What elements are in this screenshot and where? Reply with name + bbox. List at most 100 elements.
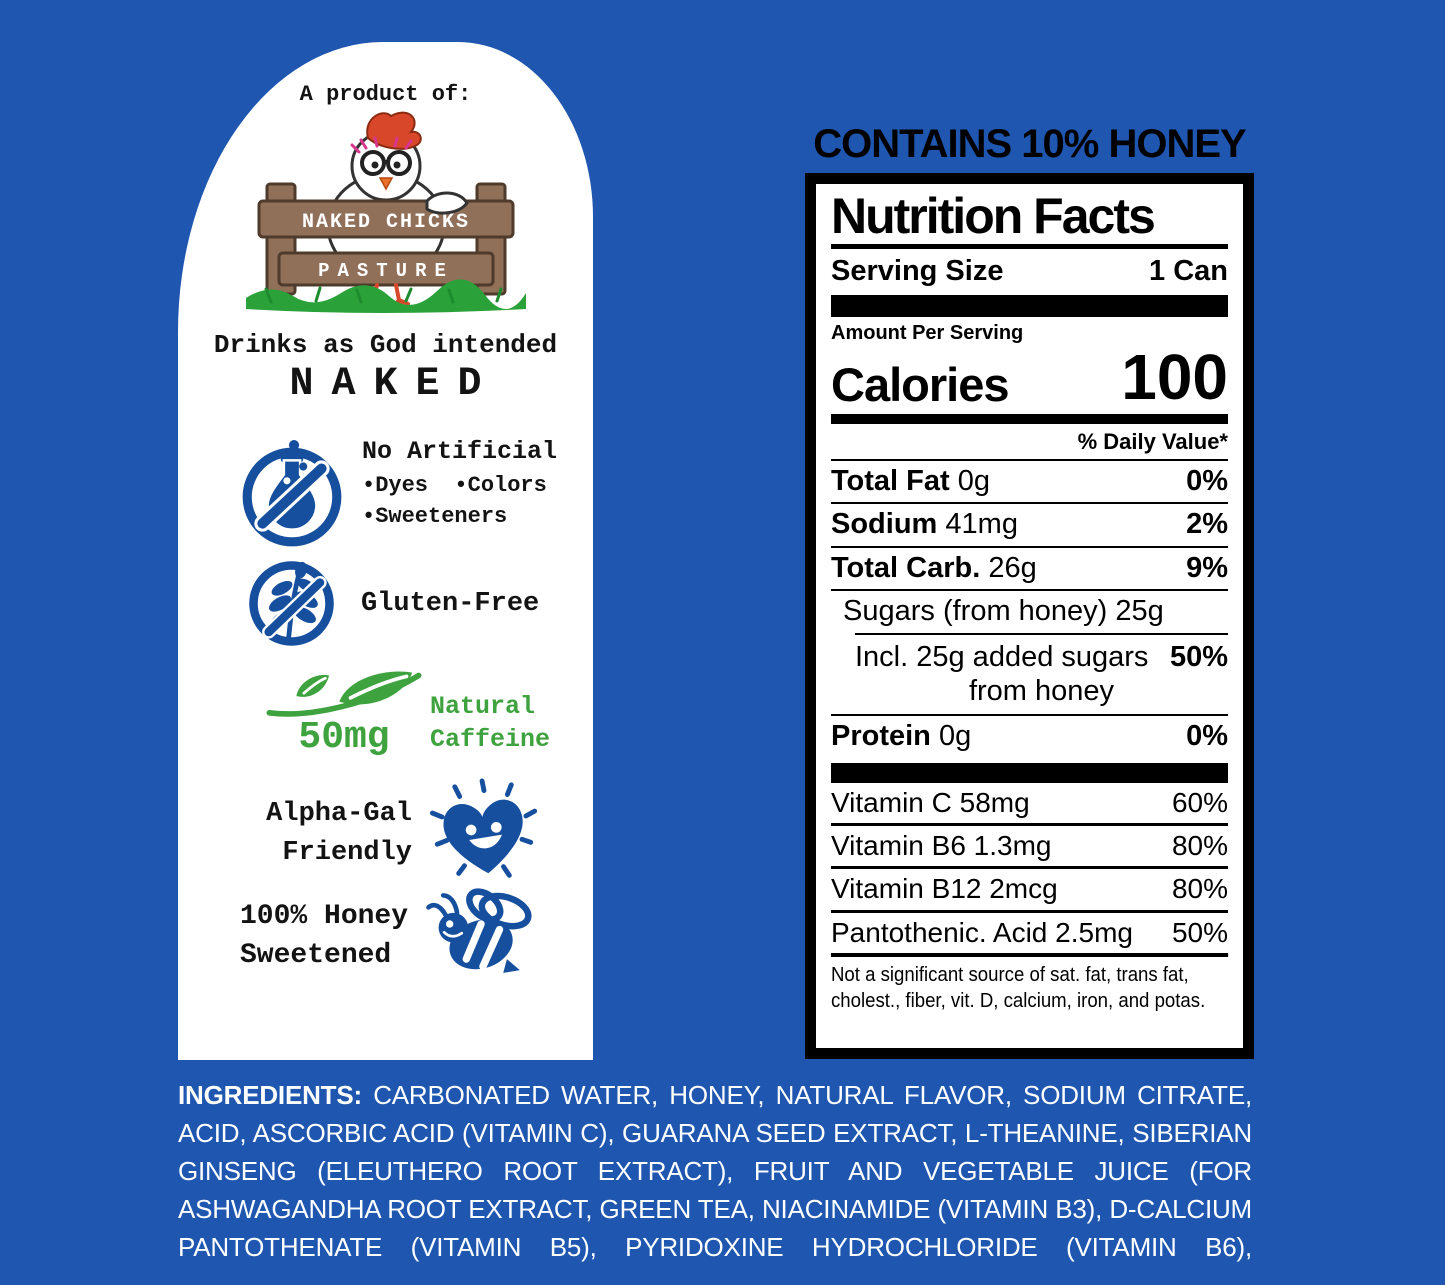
protein-row: Protein 0g 0% — [831, 714, 1228, 757]
chicken-beak — [378, 177, 393, 191]
serving-size-row: Serving Size 1 Can — [831, 249, 1228, 295]
serving-size-label: Serving Size — [831, 255, 1004, 287]
caffeine-word-natural: Natural — [430, 692, 536, 721]
nutrition-facts-title: Nutrition Facts — [831, 190, 1228, 249]
brand-name: NAKED — [289, 362, 500, 407]
amount-per-serving-label: Amount Per Serving — [831, 322, 1024, 344]
chicken-comb — [365, 111, 422, 150]
total-carb-row: Total Carb. 26g 9% — [831, 545, 1228, 589]
pupil-right — [393, 161, 400, 169]
ingredients-label: INGREDIENTS: — [178, 1080, 362, 1110]
vitamin-c-text: Vitamin C 58mg — [831, 786, 1030, 818]
gluten-free-wheat-icon — [249, 561, 334, 646]
serving-size-value: 1 Can — [1149, 255, 1228, 287]
vitamin-b12-dv: 80% — [1171, 873, 1228, 905]
sodium-dv: 2% — [1186, 508, 1228, 541]
no-artificial-flask-icon — [242, 440, 342, 547]
alpha-gal-line1: Alpha-Gal — [266, 799, 412, 829]
added-sugars-from-honey: from honey — [968, 675, 1115, 708]
no-artificial-items-1: •Dyes •Colors — [362, 473, 547, 498]
vitamin-b12-row: Vitamin B12 2mcg 80% — [831, 866, 1228, 909]
nutrition-facts-panel: Nutrition Facts Serving Size 1 Can Amoun… — [805, 173, 1254, 1059]
vitamin-b6-dv: 80% — [1171, 829, 1228, 861]
badge-natural-caffeine: 50mg Natural Caffeine — [264, 668, 550, 758]
ingredients-line-3: GINSENG (ELEUTHERO ROOT EXTRACT), FRUIT … — [178, 1156, 1252, 1186]
naked-chicks-pasture-logo: NAKED CHICKS PASTURE — [231, 106, 541, 319]
total-carb-label: Total Carb. — [831, 551, 981, 584]
ingredients-line-4: ASHWAGANDHA ROOT EXTRACT, GREEN TEA, NIA… — [178, 1194, 1252, 1224]
gluten-free-label: Gluten-Free — [361, 588, 540, 619]
contains-honey-heading: CONTAINS 10% HONEY — [813, 122, 1246, 166]
added-sugars-row: Incl. 25g added sugars 50% from honey — [855, 632, 1228, 715]
protein-label: Protein — [831, 720, 931, 753]
vitamin-b6-row: Vitamin B6 1.3mg 80% — [831, 822, 1228, 866]
no-artificial-items-2: •Sweeteners — [362, 504, 508, 529]
bee-antennae — [426, 893, 460, 918]
badge-honey-sweetened: 100% Honey Sweetened — [240, 884, 542, 988]
honey-line2: Sweetened — [240, 940, 392, 971]
vitamin-b6-text: Vitamin B6 1.3mg — [831, 829, 1052, 861]
sugars-row: Sugars (from honey) 25g — [831, 589, 1228, 632]
footnote-line2: cholest., fiber, vit. D, calcium, iron, … — [831, 990, 1206, 1013]
leaf-icon — [266, 671, 422, 717]
total-fat-row: Total Fat 0g 0% — [831, 458, 1228, 502]
vitamin-b12-text: Vitamin B12 2mcg — [831, 873, 1058, 905]
chicken-fence-illustration: NAKED CHICKS PASTURE — [245, 111, 526, 313]
vitamin-c-dv: 60% — [1171, 786, 1228, 818]
ingredients-line-5: PANTOTHENATE (VITAMIN B5), PYRIDOXINE HY… — [178, 1232, 1252, 1262]
grass-blades — [264, 286, 502, 304]
sugars-text: Sugars (from honey) 25g — [843, 595, 1164, 628]
total-fat-label: Total Fat — [831, 464, 950, 497]
sodium-value: 41mg — [945, 508, 1018, 541]
added-sugars-text: Incl. 25g added sugars — [855, 640, 1149, 673]
badge-gluten-free: Gluten-Free — [244, 556, 539, 651]
caffeine-amount: 50mg — [298, 716, 390, 759]
chicken-eyelashes — [350, 136, 412, 154]
ingredients-line-1: INGREDIENTS: CARBONATED WATER, HONEY, NA… — [178, 1080, 1252, 1110]
bee-icon — [426, 888, 532, 973]
ingredients-line-2: ACID, ASCORBIC ACID (VITAMIN C), GUARANA… — [178, 1118, 1252, 1148]
sign-naked-chicks: NAKED CHICKS — [301, 211, 469, 234]
calories-label: Calories — [831, 358, 1009, 412]
grass — [245, 279, 526, 313]
added-sugars-dv: 50% — [1169, 640, 1228, 673]
badge-no-artificial: No Artificial •Dyes •Colors •Sweeteners — [236, 434, 557, 554]
honey-line1: 100% Honey — [240, 901, 409, 932]
total-fat-dv: 0% — [1186, 464, 1228, 497]
brand-panel: A product of: — [178, 42, 593, 1060]
smiling-heart-icon — [429, 778, 538, 878]
total-carb-value: 26g — [988, 551, 1037, 584]
footnote-line1: Not a significant source of sat. fat, tr… — [831, 964, 1189, 987]
ingredients-block: INGREDIENTS: CARBONATED WATER, HONEY, NA… — [178, 1076, 1252, 1266]
calories-row: Calories 100 — [831, 341, 1228, 413]
daily-value-header: % Daily Value* — [1077, 428, 1228, 454]
pantothenic-acid-dv: 50% — [1171, 916, 1228, 948]
vitamin-c-row: Vitamin C 58mg 60% — [831, 783, 1228, 823]
product-of-text: A product of: — [299, 82, 472, 107]
divider-thick-2 — [831, 762, 1228, 783]
total-carb-dv: 9% — [1186, 551, 1228, 584]
pupil-left — [371, 161, 378, 169]
bee-head — [438, 912, 469, 943]
heart-rays — [429, 778, 538, 878]
pantothenic-acid-text: Pantothenic. Acid 2.5mg — [831, 916, 1133, 948]
sodium-label: Sodium — [831, 508, 938, 541]
nutrition-footnote: Not a significant source of sat. fat, tr… — [831, 953, 1228, 1014]
chicken-wing — [425, 191, 469, 215]
alpha-gal-line2: Friendly — [282, 838, 412, 868]
protein-dv: 0% — [1186, 720, 1228, 753]
tagline-text: Drinks as God intended — [213, 330, 558, 360]
divider-thick — [831, 295, 1228, 317]
fence-board-bottom — [277, 251, 494, 287]
pantothenic-acid-row: Pantothenic. Acid 2.5mg 50% — [831, 909, 1228, 953]
protein-value: 0g — [938, 720, 972, 753]
divider-medium — [831, 413, 1228, 424]
no-artificial-title: No Artificial — [362, 437, 558, 466]
badge-alpha-gal: Alpha-Gal Friendly — [240, 778, 544, 890]
bee-stinger — [503, 959, 520, 973]
sodium-row: Sodium 41mg 2% — [831, 502, 1228, 545]
calories-value: 100 — [1121, 341, 1228, 413]
total-fat-value: 0g — [957, 464, 991, 497]
caffeine-word-caffeine: Caffeine — [430, 725, 551, 754]
